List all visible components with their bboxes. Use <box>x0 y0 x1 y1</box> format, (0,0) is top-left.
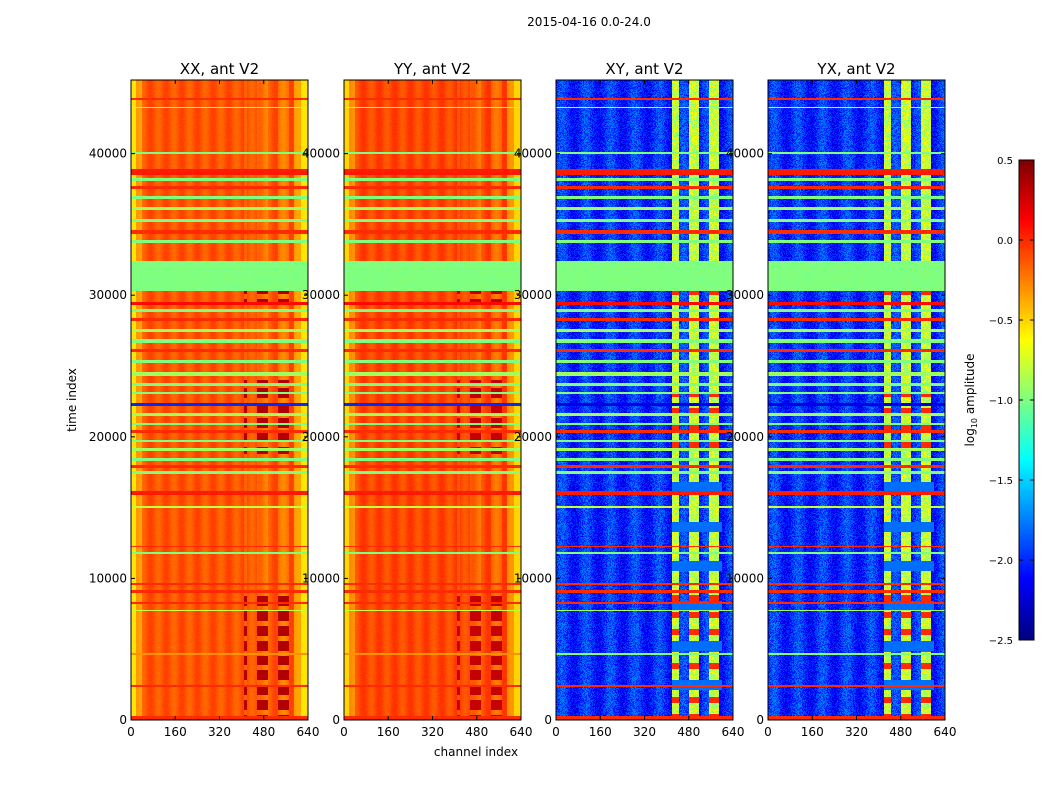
x-tick-label: 160 <box>589 725 612 739</box>
y-tick-label: 0 <box>119 713 127 727</box>
x-tick-label: 320 <box>633 725 656 739</box>
x-tick-label: 0 <box>340 725 348 739</box>
x-tick-label: 0 <box>127 725 135 739</box>
x-tick-label: 640 <box>297 725 320 739</box>
x-tick-label: 320 <box>208 725 231 739</box>
panel-title: XY, ant V2 <box>605 60 683 78</box>
y-tick-label: 10000 <box>89 571 127 585</box>
x-axis-label: channel index <box>434 745 518 759</box>
colorbar-label: log10 amplitude <box>963 354 979 447</box>
x-tick-label: 160 <box>164 725 187 739</box>
heatmap-yy <box>344 80 521 720</box>
x-tick-label: 320 <box>845 725 868 739</box>
y-tick-label: 40000 <box>89 147 127 161</box>
y-tick-label: 0 <box>332 713 340 727</box>
colorbar <box>1019 160 1034 640</box>
colorbar-tick-label: −0.5 <box>989 316 1013 327</box>
y-tick-label: 20000 <box>302 430 340 444</box>
colorbar-tick-label: −1.5 <box>989 476 1013 487</box>
panel-title: XX, ant V2 <box>180 60 259 78</box>
y-tick-label: 10000 <box>302 571 340 585</box>
panel-frame <box>555 79 734 721</box>
x-tick-label: 480 <box>465 725 488 739</box>
heatmap-xx <box>131 80 308 720</box>
colorbar-tick-label: −2.5 <box>989 636 1013 647</box>
y-tick-label: 20000 <box>514 430 552 444</box>
y-tick-label: 40000 <box>302 147 340 161</box>
panel-title: YY, ant V2 <box>393 60 471 78</box>
x-tick-label: 160 <box>377 725 400 739</box>
y-axis-label: time index <box>65 368 79 432</box>
x-tick-label: 320 <box>421 725 444 739</box>
y-tick-label: 10000 <box>726 571 764 585</box>
colorbar-tick-label: −2.0 <box>989 556 1013 567</box>
y-tick-label: 0 <box>544 713 552 727</box>
y-tick-label: 30000 <box>302 288 340 302</box>
colorbar-tick-label: −1.0 <box>989 396 1013 407</box>
x-tick-label: 640 <box>722 725 745 739</box>
y-tick-label: 40000 <box>514 147 552 161</box>
y-tick-label: 0 <box>756 713 764 727</box>
heatmap-xy <box>556 80 733 720</box>
x-tick-label: 480 <box>677 725 700 739</box>
x-tick-label: 480 <box>889 725 912 739</box>
y-tick-label: 10000 <box>514 571 552 585</box>
y-tick-label: 20000 <box>89 430 127 444</box>
y-tick-label: 30000 <box>514 288 552 302</box>
x-tick-label: 480 <box>252 725 275 739</box>
colorbar-tick-label: 0.0 <box>997 236 1013 247</box>
x-tick-label: 640 <box>934 725 957 739</box>
x-tick-label: 0 <box>552 725 560 739</box>
y-tick-label: 30000 <box>726 288 764 302</box>
y-tick-label: 30000 <box>89 288 127 302</box>
panel-frame <box>130 79 309 721</box>
figure-title: 2015-04-16 0.0-24.0 <box>527 15 651 29</box>
x-tick-label: 640 <box>510 725 533 739</box>
y-tick-label: 20000 <box>726 430 764 444</box>
x-tick-label: 160 <box>801 725 824 739</box>
heatmap-yx <box>768 80 945 720</box>
x-tick-label: 0 <box>764 725 772 739</box>
panel-title: YX, ant V2 <box>816 60 895 78</box>
y-tick-label: 40000 <box>726 147 764 161</box>
panel-frame <box>343 79 522 721</box>
panel-frame <box>767 79 946 721</box>
colorbar-tick-label: 0.5 <box>997 156 1013 167</box>
